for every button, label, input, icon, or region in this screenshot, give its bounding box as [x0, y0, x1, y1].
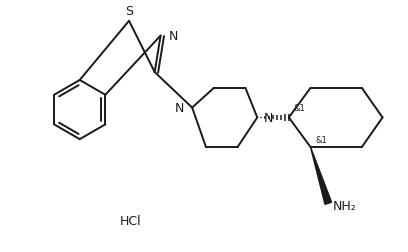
Text: S: S — [125, 5, 133, 18]
Text: N: N — [175, 102, 184, 115]
Text: N: N — [264, 112, 273, 124]
Text: N: N — [169, 30, 178, 43]
Text: HCl: HCl — [120, 214, 142, 227]
Polygon shape — [310, 147, 332, 204]
Text: &1: &1 — [315, 136, 327, 144]
Text: NH₂: NH₂ — [333, 199, 357, 212]
Text: &1: &1 — [294, 103, 306, 112]
